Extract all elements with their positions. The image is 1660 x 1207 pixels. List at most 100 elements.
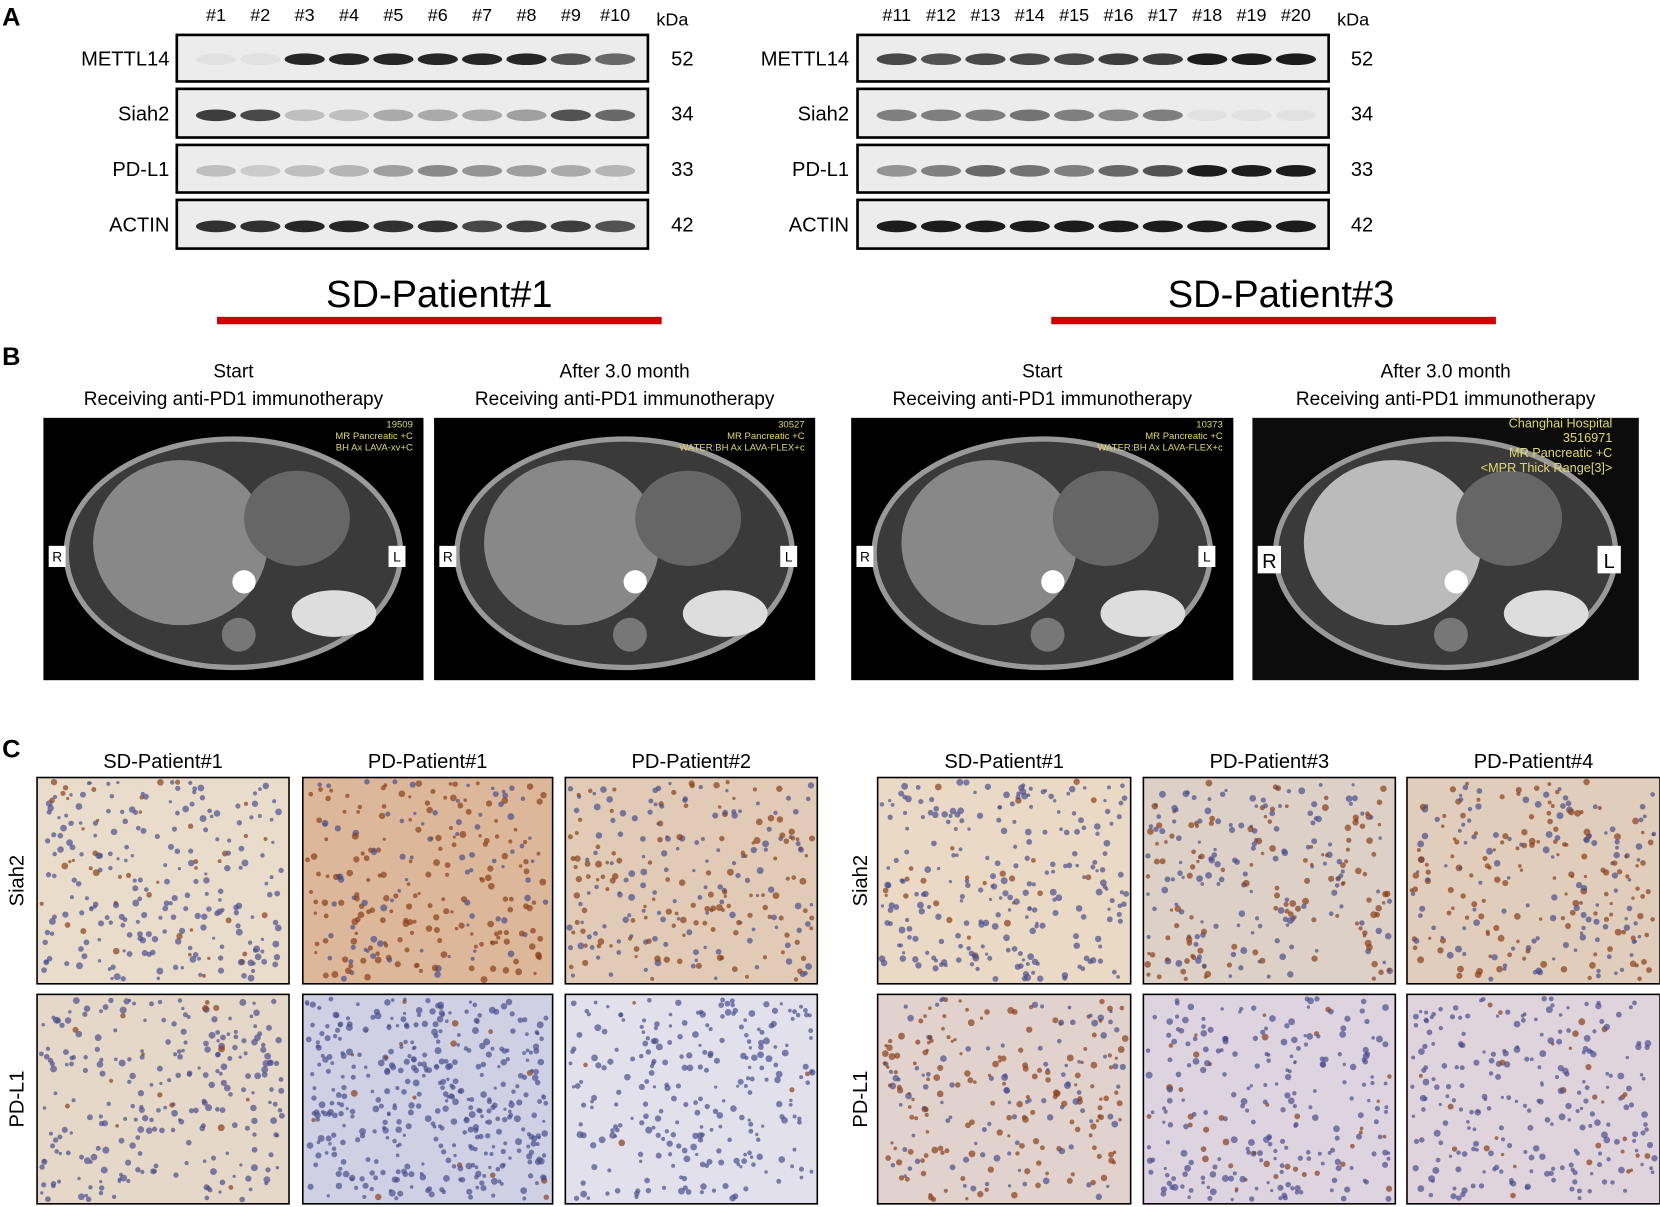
- cell: [925, 1048, 929, 1052]
- cell: [779, 1002, 783, 1006]
- cell: [607, 1058, 614, 1065]
- cell: [705, 870, 712, 876]
- cell: [661, 1136, 666, 1141]
- cell: [949, 807, 957, 815]
- cell: [1097, 1014, 1105, 1022]
- cell: [215, 1107, 220, 1112]
- cell: [1320, 1161, 1325, 1166]
- cell: [415, 1007, 423, 1014]
- cell: [217, 859, 222, 864]
- cell: [322, 937, 329, 944]
- cell: [79, 852, 84, 857]
- cell: [480, 1091, 487, 1098]
- cell: [1498, 1125, 1504, 1131]
- cell: [1378, 969, 1384, 976]
- cell: [216, 1039, 220, 1043]
- cell: [1078, 817, 1084, 824]
- cell: [568, 945, 574, 951]
- cell: [1201, 1016, 1206, 1021]
- cell: [315, 1152, 322, 1159]
- cell: [1230, 1136, 1238, 1144]
- cell: [1419, 1137, 1425, 1143]
- cell: [1239, 1006, 1244, 1012]
- cell: [505, 1057, 510, 1062]
- cell: [1053, 799, 1057, 803]
- cell: [802, 908, 808, 914]
- cell: [233, 909, 239, 916]
- cell: [359, 1133, 366, 1139]
- cell: [81, 827, 85, 831]
- cell: [1417, 913, 1423, 918]
- cell: [693, 1100, 699, 1106]
- cell: [1322, 861, 1327, 866]
- cell: [433, 926, 440, 934]
- cell: [421, 1020, 429, 1028]
- cell: [925, 1130, 930, 1134]
- cell: [99, 1057, 104, 1062]
- cell: [1228, 822, 1233, 827]
- cell: [934, 1002, 940, 1007]
- cell: [642, 1040, 649, 1047]
- cell: [1526, 1108, 1532, 1113]
- cell: [592, 791, 597, 796]
- cell: [98, 1185, 105, 1191]
- cell: [1171, 1176, 1177, 1182]
- cell: [630, 1056, 636, 1062]
- cell: [314, 1112, 321, 1119]
- cell: [640, 836, 646, 842]
- cell: [987, 955, 993, 961]
- cell: [984, 1009, 990, 1015]
- cell: [176, 933, 183, 940]
- cell: [898, 1175, 905, 1181]
- cell: [220, 908, 225, 913]
- cell: [890, 1162, 896, 1168]
- side-box: [780, 545, 798, 568]
- cell: [435, 1002, 441, 1009]
- cell: [1520, 1017, 1526, 1023]
- cell: [1231, 1091, 1237, 1098]
- cell: [536, 798, 543, 805]
- cell: [385, 811, 391, 817]
- cell: [1166, 1097, 1173, 1104]
- band: [284, 53, 325, 66]
- cell: [955, 957, 962, 963]
- cell: [522, 1051, 527, 1056]
- cell: [1636, 858, 1641, 862]
- cell: [328, 933, 334, 939]
- aorta: [1444, 570, 1468, 594]
- cell: [341, 1084, 347, 1091]
- cell: [1255, 837, 1263, 845]
- cell: [929, 796, 935, 803]
- band: [462, 109, 503, 122]
- cell: [1153, 858, 1160, 865]
- cell: [1024, 828, 1032, 836]
- cell: [516, 1148, 522, 1154]
- cell: [1543, 791, 1550, 798]
- cell: [888, 798, 892, 803]
- cell: [1238, 910, 1246, 918]
- cell: [180, 1028, 187, 1035]
- cell: [350, 944, 356, 950]
- cell: [407, 1109, 414, 1116]
- band: [417, 109, 458, 122]
- cell: [483, 837, 490, 844]
- cell: [1580, 884, 1588, 892]
- cell: [493, 1008, 500, 1015]
- cell: [1159, 858, 1166, 865]
- cell: [1547, 800, 1552, 805]
- cell: [1490, 1051, 1496, 1057]
- band: [1142, 165, 1183, 177]
- cell: [469, 851, 476, 858]
- cell: [122, 818, 129, 825]
- panel-label: A: [2, 3, 20, 31]
- cell: [537, 1136, 541, 1140]
- cell: [452, 781, 458, 787]
- cell: [1349, 1063, 1357, 1071]
- cell: [270, 1117, 277, 1125]
- cell: [520, 796, 526, 801]
- cell: [39, 1164, 45, 1170]
- cell: [1090, 797, 1097, 804]
- cell: [619, 809, 627, 817]
- cell: [375, 1193, 382, 1201]
- cell: [502, 896, 509, 902]
